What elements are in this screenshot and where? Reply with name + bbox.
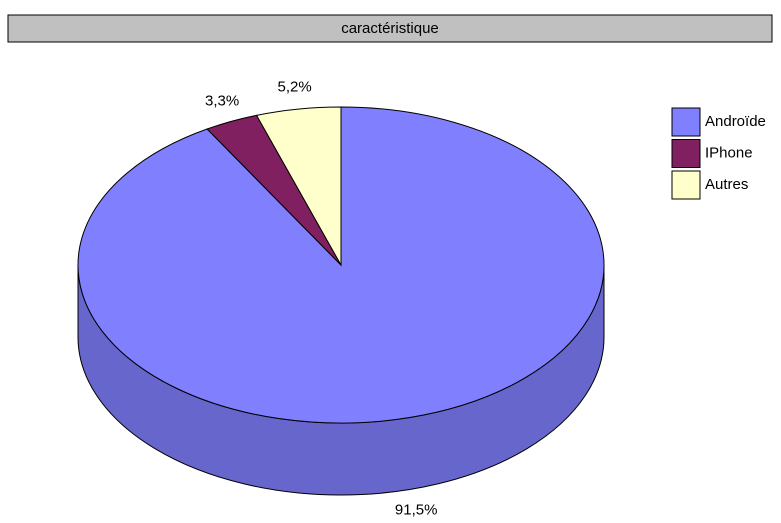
data-label: 5,2%	[278, 78, 312, 95]
title-bar	[7, 14, 773, 43]
legend-label: Androïde	[705, 113, 766, 130]
legend-label: IPhone	[705, 144, 753, 161]
legend-swatch	[671, 170, 701, 200]
chart-title: caractéristique	[341, 20, 439, 37]
slice	[255, 106, 342, 267]
data-label: 3,3%	[205, 92, 239, 109]
legend-swatch	[671, 107, 701, 137]
legend-swatch	[671, 139, 701, 168]
legend-label: Autres	[705, 176, 748, 193]
data-label: 91,5%	[395, 502, 438, 519]
